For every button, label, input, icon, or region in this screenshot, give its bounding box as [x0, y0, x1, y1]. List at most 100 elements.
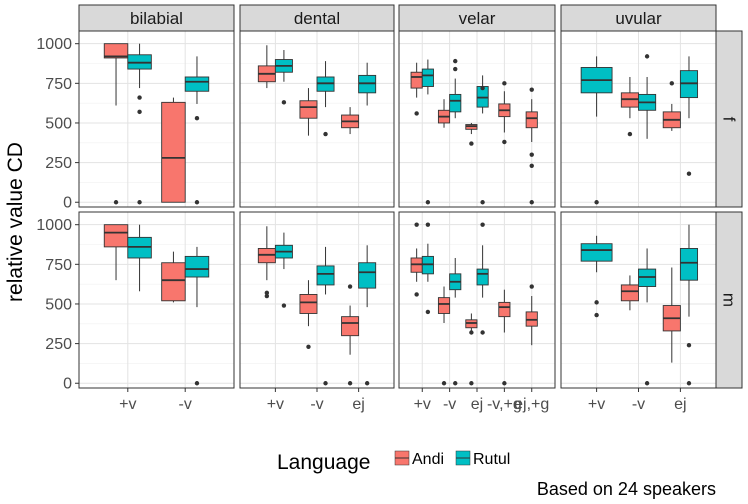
box-rutul-+v	[127, 43, 152, 205]
box-rutul-ej	[476, 75, 489, 205]
box-body	[103, 224, 129, 248]
box-body	[184, 76, 210, 92]
y-axis-title: relative value CD	[4, 142, 27, 302]
box-rutul-+v	[274, 232, 293, 308]
box-body	[410, 71, 423, 89]
box-andi--v	[161, 97, 186, 203]
column-strip	[398, 4, 556, 32]
legend: Language Andi Rutul	[277, 450, 510, 474]
outlier-point	[669, 81, 675, 86]
box-rutul-ej	[476, 222, 489, 335]
box-rutul-+v	[580, 56, 613, 205]
y-tick-label: 1000	[36, 36, 72, 53]
y-tick-label: 500	[45, 296, 72, 313]
x-tick-label: ej	[471, 396, 483, 413]
x-tick-label: +v	[414, 396, 431, 413]
x-tick-label: ej	[352, 396, 364, 413]
panel-f-dental	[240, 31, 394, 207]
box-andi-+v	[103, 224, 129, 281]
legend-title: Language	[277, 451, 370, 474]
outlier-point	[425, 309, 431, 315]
outlier-point	[194, 200, 200, 205]
box-andi-+v	[410, 62, 423, 116]
outlier-point	[594, 200, 599, 205]
box-rutul-+v	[421, 222, 434, 315]
column-strip	[78, 4, 235, 32]
box-rutul-+v	[421, 59, 434, 205]
panels-layer	[78, 30, 717, 389]
box-rutul--v	[449, 257, 462, 386]
box-body	[580, 243, 613, 262]
outlier-point	[323, 381, 328, 386]
y-tick-label: 250	[45, 155, 72, 172]
box-rutul--v	[184, 246, 210, 386]
box-andi--v	[437, 99, 451, 128]
box-rutul--v	[638, 248, 657, 386]
x-tick-label: -v	[443, 396, 456, 413]
panel-f-bilabial	[79, 31, 234, 207]
outlier-point	[453, 58, 458, 64]
outlier-point	[502, 139, 507, 145]
y-tick-label: 750	[45, 257, 72, 274]
box-andi--v	[161, 251, 186, 303]
outlier-point	[502, 81, 507, 86]
outlier-point	[306, 344, 311, 349]
box-rutul-+v	[127, 224, 152, 292]
box-rutul--v	[638, 54, 657, 139]
column-strip-label: dental	[294, 9, 340, 28]
box-body	[184, 255, 210, 278]
box-andi-ej	[341, 107, 360, 135]
outlier-point	[529, 163, 534, 168]
outlier-point	[627, 131, 633, 137]
box-rutul--v	[316, 61, 335, 137]
box-body	[316, 265, 335, 286]
box-body	[299, 100, 318, 119]
panel-background	[79, 31, 234, 207]
outlier-point	[644, 381, 650, 386]
outlier-point	[469, 141, 474, 146]
column-strip-label: bilabial	[130, 9, 183, 28]
outlier-point	[686, 171, 692, 176]
x-tick-label: -v	[310, 396, 323, 413]
box-body	[161, 262, 186, 302]
row-strips: fm	[715, 30, 743, 389]
box-body	[449, 93, 462, 113]
x-tick-label: +v	[267, 396, 284, 413]
legend-label-rutul: Rutul	[473, 451, 510, 468]
column-strips: bilabial dental velar uvular	[78, 4, 717, 32]
box-rutul--v	[449, 58, 462, 119]
box-andi-ej,+g	[525, 87, 538, 205]
box-body	[421, 68, 434, 87]
outlier-point	[194, 116, 200, 121]
outlier-point	[480, 330, 485, 335]
panel-background	[79, 212, 234, 388]
box-body	[341, 316, 360, 337]
outlier-point	[137, 200, 142, 205]
y-tick-label: 0	[63, 195, 72, 212]
box-andi--v	[299, 280, 318, 349]
y-tick-label: 500	[45, 115, 72, 132]
outlier-point	[425, 222, 431, 227]
outlier-point	[529, 284, 534, 289]
x-tick-label: -v	[632, 396, 645, 413]
y-tick-label: 750	[45, 76, 72, 93]
box-body	[476, 268, 489, 286]
column-strip	[239, 4, 395, 32]
outlier-point	[453, 66, 458, 72]
box-andi-ej,+g	[525, 284, 538, 346]
panel-m-bilabial	[79, 212, 234, 388]
outlier-point	[529, 152, 534, 157]
caption: Based on 24 speakers	[537, 479, 716, 499]
y-tick-label: 0	[63, 376, 72, 393]
box-andi-ej	[341, 284, 360, 386]
box-rutul--v	[184, 56, 210, 205]
panel-m-uvular	[561, 212, 716, 388]
x-tick-label: +v	[119, 396, 136, 413]
outlier-point	[480, 222, 485, 227]
outlier-point	[414, 222, 419, 227]
column-strip-label: uvular	[615, 9, 662, 28]
row-strip	[715, 211, 743, 389]
y-tick-label: 1000	[36, 217, 72, 234]
outlier-point	[347, 381, 353, 386]
